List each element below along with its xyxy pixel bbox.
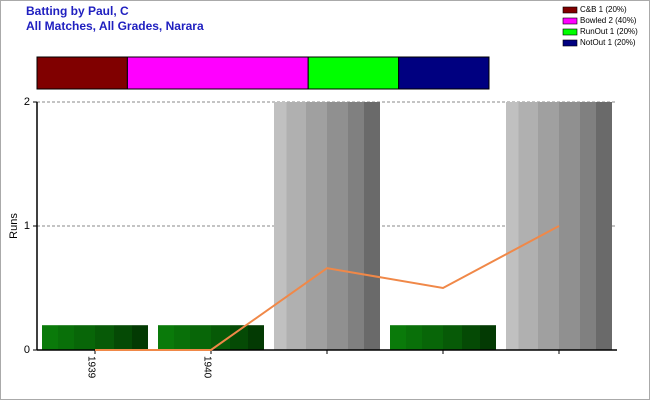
- bar: [274, 102, 380, 350]
- legend-swatch: [562, 6, 578, 14]
- proportion-segment: [36, 56, 128, 90]
- x-tick-label: 1940: [201, 356, 212, 379]
- proportion-segment: [307, 56, 400, 90]
- proportion-segment: [398, 56, 490, 90]
- x-tick-label: 1939: [85, 356, 96, 379]
- y-axis-label: Runs: [8, 213, 20, 239]
- legend-label: RunOut 1 (20%): [580, 27, 638, 36]
- legend-label: NotOut 1 (20%): [580, 38, 636, 47]
- average-line: [95, 225, 560, 351]
- chart-subtitle: All Matches, All Grades, Narara: [26, 19, 204, 33]
- bar: [158, 325, 264, 350]
- legend-swatch: [562, 28, 578, 36]
- y-tick-label: 1: [24, 220, 30, 232]
- legend-swatch: [562, 17, 578, 25]
- bar: [390, 325, 496, 350]
- y-tick-label: 2: [24, 96, 30, 108]
- chart-title: Batting by Paul, C: [26, 4, 129, 18]
- y-tick-label: 0: [24, 344, 30, 356]
- bar: [42, 325, 148, 350]
- legend-swatch: [562, 39, 578, 47]
- proportion-segment: [126, 56, 309, 90]
- legend-label: Bowled 2 (40%): [580, 16, 637, 25]
- legend-label: C&B 1 (20%): [580, 5, 627, 14]
